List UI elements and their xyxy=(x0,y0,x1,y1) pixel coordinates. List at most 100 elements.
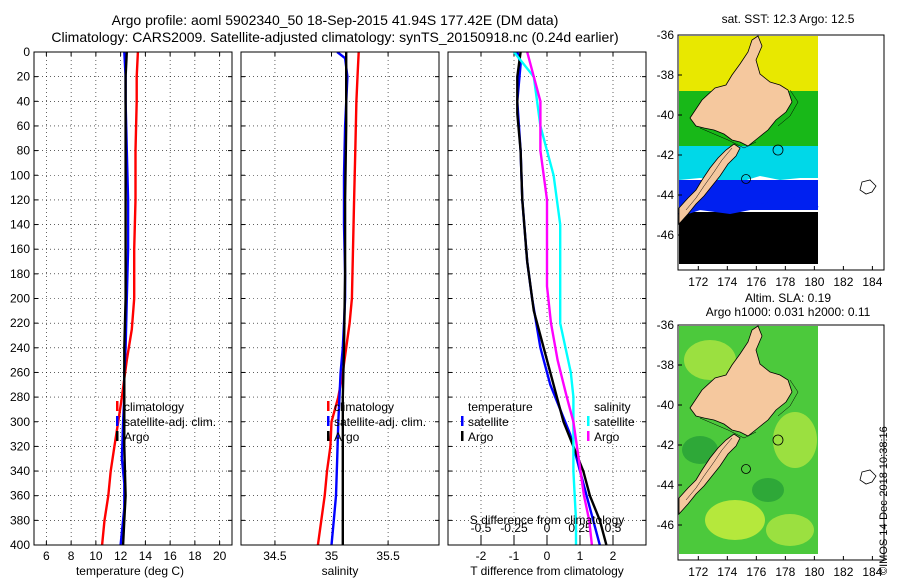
y-tick-label: 120 xyxy=(10,193,30,207)
legend-swatch-satellite xyxy=(116,416,119,426)
y-tick-label: 80 xyxy=(17,144,31,158)
legend-label-climatology: climatology xyxy=(334,400,394,414)
y-tick-label: 360 xyxy=(10,489,30,503)
series-line-argo xyxy=(341,52,348,545)
x-axis-label-temperature: temperature (deg C) xyxy=(76,564,184,578)
figure-title-line2: Climatology: CARS2009. Satellite-adjuste… xyxy=(51,29,619,45)
y-tick-label: 200 xyxy=(10,292,30,306)
x2-tick-label: -0.25 xyxy=(500,521,528,535)
legend-difference: temperature satellite Argo salinity sate… xyxy=(461,400,635,444)
map-sla: 172 174 176 178 180 182 184 -36 -38 -40 -42 -44 -46 xyxy=(657,320,885,579)
south-island-land xyxy=(678,143,741,226)
x-tick-label: 1 xyxy=(577,549,584,563)
x2-tick-label: -0.5 xyxy=(471,521,492,535)
map-x-tick-label: 176 xyxy=(746,565,766,579)
x-tick-label: -1 xyxy=(509,549,520,563)
legend-label-t-satellite: satellite xyxy=(468,415,509,429)
y-tick-label: 340 xyxy=(10,464,30,478)
map-x-tick-label: 184 xyxy=(862,565,882,579)
map-y-tick-label: -40 xyxy=(657,398,675,412)
x-tick-label: 20 xyxy=(213,549,227,563)
y-tick-label: 40 xyxy=(17,94,31,108)
y-tick-label: 100 xyxy=(10,168,30,182)
legend-label-climatology: climatology xyxy=(124,400,184,414)
map-x-tick-label: 184 xyxy=(862,275,882,289)
y-tick-label: 380 xyxy=(10,513,30,527)
y-tick-label: 220 xyxy=(10,316,30,330)
series-line-s-argo xyxy=(526,52,594,545)
y-tick-label: 280 xyxy=(10,390,30,404)
map-sla-subtitle: Argo h1000: 0.031 h2000: 0.11 xyxy=(705,305,871,319)
y-tick-label: 60 xyxy=(17,119,31,133)
map-y-tick-label: -44 xyxy=(657,188,675,202)
north-island-land xyxy=(689,325,793,437)
y-tick-label: 0 xyxy=(23,45,30,59)
legend-label-argo: Argo xyxy=(124,430,150,444)
x-tick-label: 35 xyxy=(325,549,339,563)
y-tick-label: 300 xyxy=(10,415,30,429)
y-tick-label: 240 xyxy=(10,341,30,355)
map-y-tick-label: -42 xyxy=(657,148,675,162)
figure-title-line1: Argo profile: aoml 5902340_50 18-Sep-201… xyxy=(111,12,559,28)
x2-tick-label: 0 xyxy=(544,521,551,535)
map-y-tick-label: -40 xyxy=(657,108,675,122)
argo-position-marker xyxy=(772,434,784,446)
x-tick-label: 8 xyxy=(68,549,75,563)
map-feature-circle xyxy=(741,174,751,184)
map-x-tick-label: 174 xyxy=(717,275,737,289)
map-sst-title: sat. SST: 12.3 Argo: 12.5 xyxy=(721,12,855,26)
legend-swatch-s-argo xyxy=(587,431,590,441)
map-x-tick-label: 182 xyxy=(833,275,853,289)
map-sla-title: Altim. SLA: 0.19 xyxy=(744,291,832,305)
chatham-islands xyxy=(859,469,877,485)
legend-swatch-t-argo xyxy=(461,431,464,441)
x-tick-label: 0 xyxy=(544,549,551,563)
x2-tick-label: 0.25 xyxy=(568,521,592,535)
map-y-tick-label: -42 xyxy=(657,438,675,452)
map-y-tick-label: -46 xyxy=(657,228,675,242)
map-x-tick-label: 172 xyxy=(688,565,708,579)
isobath-line xyxy=(685,89,799,211)
x-axis-label-difference: T difference from climatology xyxy=(470,564,624,578)
x-axis-label-salinity: salinity xyxy=(322,564,359,578)
y-tick-label: 180 xyxy=(10,267,30,281)
legend-swatch-satellite xyxy=(327,416,330,426)
legend-swatch-argo xyxy=(116,431,119,441)
legend-label-satellite: satellite-adj. clim. xyxy=(124,415,216,429)
legend-temperature: climatology satellite-adj. clim. Argo xyxy=(116,400,216,444)
map-y-tick-label: -46 xyxy=(657,518,675,532)
map-x-tick-label: 174 xyxy=(717,565,737,579)
legend-label-s-argo: Argo xyxy=(594,430,620,444)
x-tick-label: 35.5 xyxy=(376,549,400,563)
map-x-tick-label: 172 xyxy=(688,275,708,289)
y-tick-label: 20 xyxy=(17,70,31,84)
plot-frame xyxy=(240,51,440,546)
map-x-tick-label: 176 xyxy=(746,275,766,289)
y-tick-label: 400 xyxy=(10,538,30,552)
map-sla-frame xyxy=(677,324,885,561)
legend-label-satellite: satellite-adj. clim. xyxy=(334,415,426,429)
y-tick-label: 260 xyxy=(10,365,30,379)
plot-frame xyxy=(33,51,233,546)
x-tick-label: 6 xyxy=(43,549,50,563)
x2-axis-label-difference: S difference from climatology xyxy=(470,513,625,527)
north-island-land xyxy=(689,35,793,147)
y-tick-label: 160 xyxy=(10,242,30,256)
x-tick-label: 18 xyxy=(188,549,202,563)
series-group xyxy=(100,52,140,545)
series-line-t-satellite xyxy=(516,52,601,545)
map-x-tick-label: 178 xyxy=(775,275,795,289)
series-line-argo xyxy=(121,52,128,545)
map-y-tick-label: -38 xyxy=(657,68,675,82)
y-tick-label: 320 xyxy=(10,439,30,453)
x-tick-label: 34.5 xyxy=(263,549,287,563)
argo-position-marker xyxy=(772,144,784,156)
legend-title-temperature: temperature xyxy=(468,400,533,414)
map-sst-frame xyxy=(677,34,885,271)
map-x-tick-label: 182 xyxy=(833,565,853,579)
series-line-climatology xyxy=(316,52,360,545)
isobath-line xyxy=(685,379,799,501)
y-tick-label: 140 xyxy=(10,218,30,232)
x-tick-label: 12 xyxy=(114,549,128,563)
